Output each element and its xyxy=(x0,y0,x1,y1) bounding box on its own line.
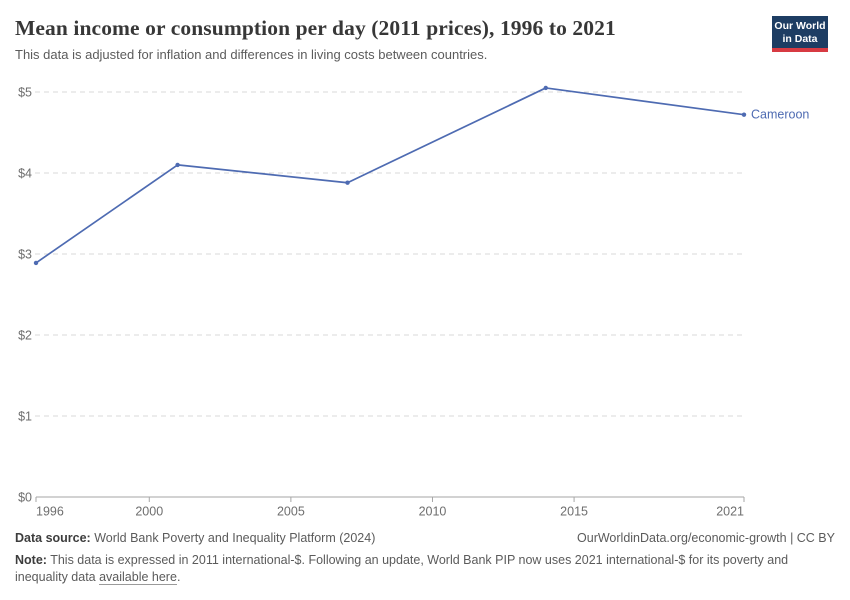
entity-label-cameroon[interactable]: Cameroon xyxy=(751,108,809,122)
data-line-cameroon[interactable] xyxy=(35,87,745,264)
chart-footer: Data source: World Bank Poverty and Ineq… xyxy=(15,530,835,585)
data-point-cameroon-2001[interactable] xyxy=(175,162,180,168)
x-axis-tick-label: 2015 xyxy=(560,505,588,519)
x-axis-tick-label: 2010 xyxy=(419,505,447,519)
owid-logo[interactable]: Our World in Data xyxy=(772,16,828,52)
data-source-text: Data source: World Bank Poverty and Ineq… xyxy=(15,531,376,545)
chart-subtitle: This data is adjusted for inflation and … xyxy=(15,47,488,62)
y-axis-tick-label: $3 xyxy=(18,248,32,262)
chart-title: Mean income or consumption per day (2011… xyxy=(15,16,616,40)
x-axis-tick-label: 1996 xyxy=(36,505,64,519)
x-axis-tick-label: 2021 xyxy=(716,505,744,519)
x-axis-tick-label: 2000 xyxy=(135,505,163,519)
data-point-cameroon-2014[interactable] xyxy=(543,85,548,91)
y-axis-tick-label: $2 xyxy=(18,329,32,343)
line-chart-canvas[interactable]: $0 $1 $2 $3 $4 $5 1996 2000 2005 2010 2015 2021 Came… xyxy=(0,70,850,530)
note-text: Note: This data is expressed in 2011 int… xyxy=(15,553,789,585)
y-axis-tick-label: $1 xyxy=(18,410,32,424)
x-axis-tick-label: 2005 xyxy=(277,505,305,519)
data-point-cameroon-1996[interactable] xyxy=(33,260,39,266)
y-axis-tick-label: $4 xyxy=(18,167,32,181)
owid-url-link[interactable]: OurWorldinData.org/economic-growth | CC … xyxy=(577,531,835,545)
owid-logo-text: Our World in Data xyxy=(774,20,826,45)
available-here-link[interactable]: available here xyxy=(99,569,177,585)
data-point-cameroon-2007[interactable] xyxy=(345,180,350,185)
y-axis-tick-label: $0 xyxy=(18,491,32,505)
owid-logo-accent-bar xyxy=(772,48,828,52)
y-axis-tick-label: $5 xyxy=(18,86,32,100)
data-point-cameroon-2021[interactable] xyxy=(741,112,747,117)
